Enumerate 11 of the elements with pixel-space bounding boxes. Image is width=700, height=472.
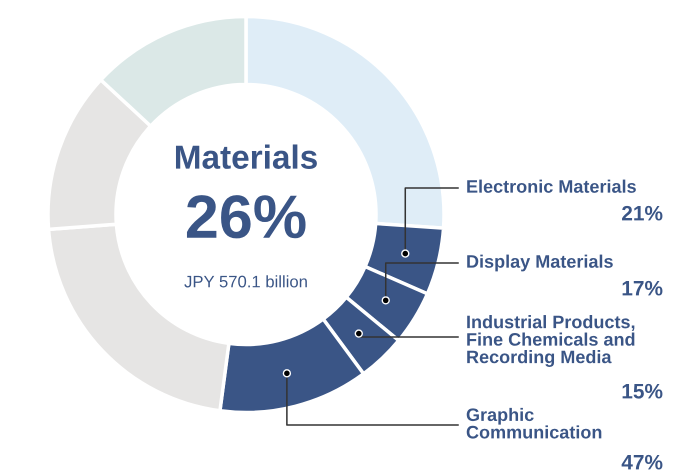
text: 17% [622,280,662,296]
slice-label: Electronic Materials [467,180,636,193]
text: 26% [186,195,306,238]
text: JPY 570.1 billion [184,275,307,288]
slice-label: Display Materials [467,254,613,272]
text: Materials [176,144,317,169]
slice-label: Graphic Communication [466,408,602,439]
text: 15% [622,384,662,399]
slice-label: Industrial Products, Fine Chemicals and Recording Media [467,315,634,367]
text: 47% [622,454,662,470]
text: 21% [622,206,662,221]
